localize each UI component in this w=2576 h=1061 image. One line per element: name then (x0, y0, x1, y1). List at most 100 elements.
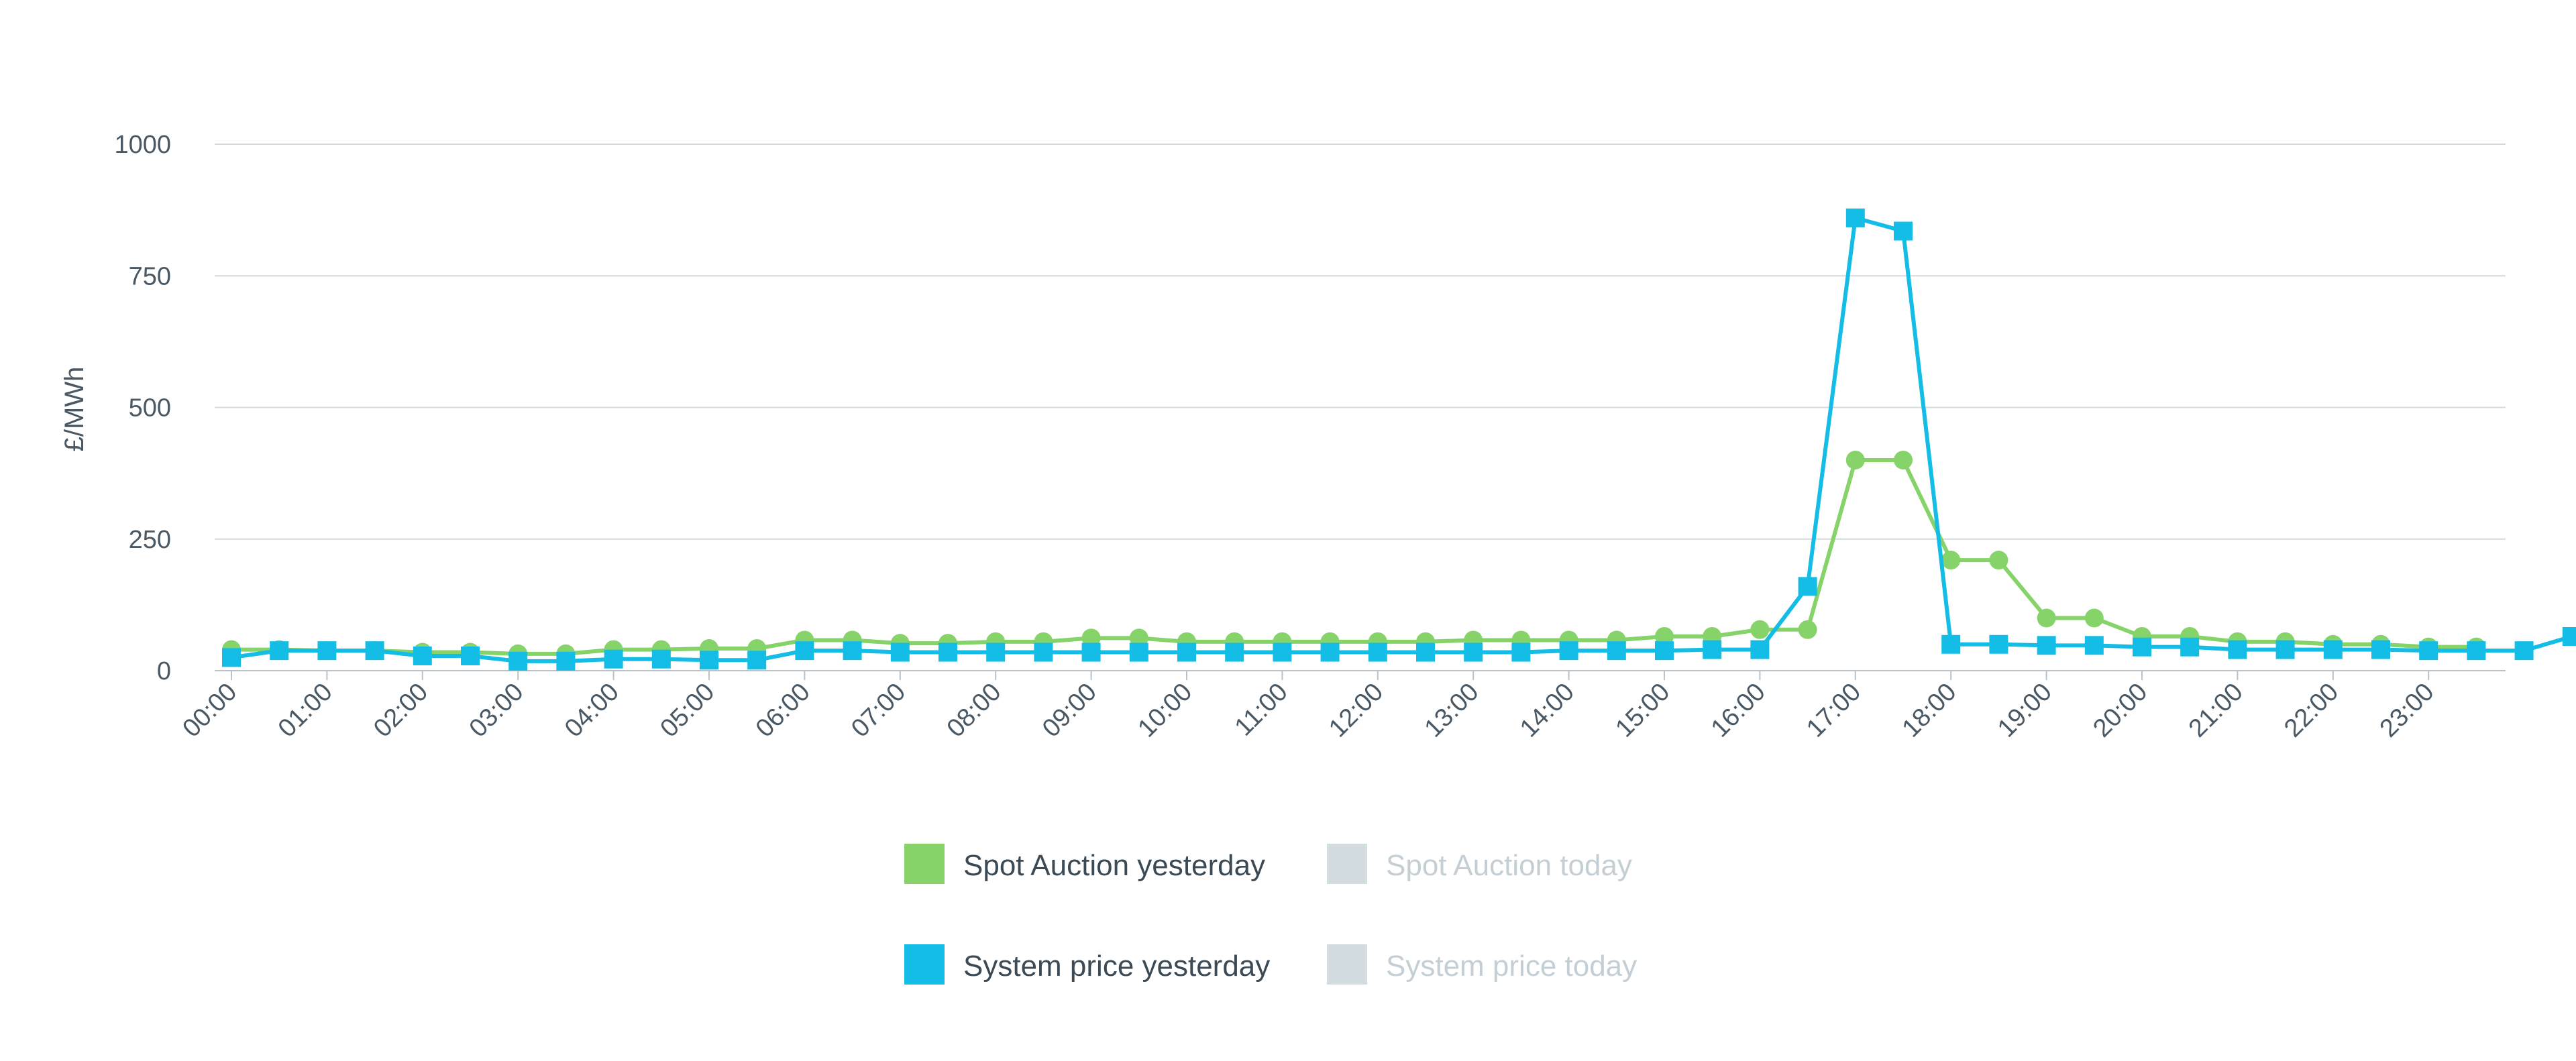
data-point[interactable] (1845, 208, 1865, 227)
series-line (231, 458, 2477, 656)
legend-item-system-price-yesterday[interactable]: System price yesterday (904, 944, 1270, 985)
x-tick-label: 02:00 (368, 678, 433, 743)
data-point[interactable] (1989, 634, 2008, 654)
data-point[interactable] (270, 641, 289, 661)
grid-lines (215, 144, 2506, 671)
data-point[interactable] (1177, 643, 1196, 662)
data-point[interactable] (2514, 641, 2534, 661)
data-point[interactable] (2037, 608, 2056, 628)
data-point[interactable] (2419, 641, 2438, 661)
x-tick-label: 11:00 (1230, 678, 1293, 742)
x-tick-label: 07:00 (846, 678, 911, 743)
series-spot-auction-yesterday (222, 451, 2486, 663)
data-point[interactable] (413, 647, 432, 666)
data-point[interactable] (1081, 643, 1101, 662)
data-point[interactable] (461, 647, 480, 666)
x-tick-label: 17:00 (1801, 678, 1866, 743)
data-point[interactable] (1750, 620, 1770, 639)
y-tick-label: 500 (129, 394, 171, 423)
x-tick-label: 15:00 (1610, 678, 1675, 743)
data-point[interactable] (2323, 640, 2343, 659)
data-point[interactable] (1225, 643, 1244, 662)
legend-label: Spot Auction yesterday (963, 849, 1265, 882)
data-point[interactable] (2562, 626, 2576, 646)
data-point[interactable] (1368, 643, 1387, 662)
data-point[interactable] (2037, 636, 2056, 655)
data-point[interactable] (795, 641, 814, 661)
data-point[interactable] (2180, 637, 2200, 657)
data-point[interactable] (317, 641, 337, 661)
x-tick-label: 00:00 (177, 678, 242, 743)
legend-swatch (904, 844, 945, 884)
legend-item-spot-auction-yesterday[interactable]: Spot Auction yesterday (904, 844, 1265, 884)
data-point[interactable] (651, 649, 671, 669)
x-tick-label: 23:00 (2375, 678, 2440, 743)
x-tick-label: 05:00 (655, 678, 720, 743)
data-point[interactable] (1511, 643, 1531, 662)
data-point[interactable] (938, 643, 957, 662)
x-tick-label: 09:00 (1037, 678, 1102, 743)
data-point[interactable] (700, 651, 718, 670)
data-point[interactable] (1416, 643, 1435, 662)
legend-swatch (904, 944, 945, 985)
data-point[interactable] (1750, 640, 1770, 659)
data-point[interactable] (556, 651, 576, 671)
y-tick-label: 750 (129, 262, 171, 290)
data-point[interactable] (890, 643, 910, 662)
x-tick-label: 01:00 (273, 678, 338, 743)
data-point[interactable] (508, 651, 528, 671)
x-tick-label: 14:00 (1515, 678, 1580, 743)
data-point[interactable] (365, 641, 384, 661)
data-point[interactable] (1845, 451, 1865, 469)
legend-item-spot-auction-today[interactable]: Spot Auction today (1327, 844, 1632, 884)
data-point[interactable] (1464, 643, 1483, 662)
data-point[interactable] (1655, 626, 1674, 646)
data-point[interactable] (2133, 637, 2151, 657)
x-tick-label: 08:00 (942, 678, 1007, 743)
data-point[interactable] (1941, 634, 1961, 654)
x-tick-label: 21:00 (2184, 678, 2249, 743)
data-point[interactable] (1607, 641, 1626, 661)
series-system-price-yesterday (222, 208, 2576, 671)
data-point[interactable] (1655, 641, 1674, 661)
data-point[interactable] (2084, 636, 2104, 655)
data-point[interactable] (2228, 640, 2247, 659)
data-point[interactable] (2371, 640, 2390, 659)
series-line (231, 215, 2573, 663)
data-point[interactable] (1081, 628, 1101, 648)
data-point[interactable] (1129, 628, 1148, 648)
x-tick-label: 20:00 (2088, 678, 2153, 743)
data-point[interactable] (2084, 608, 2104, 628)
data-point[interactable] (1941, 551, 1961, 570)
data-point[interactable] (1034, 643, 1053, 662)
data-point[interactable] (222, 648, 241, 667)
data-point[interactable] (2467, 641, 2486, 661)
legend-label: System price today (1386, 950, 1637, 983)
data-point[interactable] (843, 641, 862, 661)
legend-item-system-price-today[interactable]: System price today (1327, 944, 1637, 985)
data-point[interactable] (604, 649, 623, 669)
legend[interactable]: Spot Auction yesterday Spot Auction today… (904, 844, 1637, 985)
y-tick-label: 1000 (114, 131, 171, 159)
data-point[interactable] (2275, 640, 2295, 659)
data-point[interactable] (1894, 221, 1913, 241)
data-point[interactable] (1559, 641, 1578, 661)
data-point[interactable] (1703, 640, 1722, 659)
data-point[interactable] (1798, 577, 1817, 596)
data-point[interactable] (986, 643, 1006, 662)
data-point[interactable] (1129, 643, 1148, 662)
x-tick-label: 06:00 (751, 678, 816, 743)
data-point[interactable] (1320, 643, 1340, 662)
data-point[interactable] (1273, 643, 1292, 662)
x-tick-label: 10:00 (1132, 678, 1197, 743)
data-point[interactable] (747, 651, 767, 670)
data-point[interactable] (1989, 551, 2008, 570)
legend-swatch (1327, 844, 1367, 884)
y-axis-ticks: 0 250 500 750 1000 (114, 131, 171, 685)
y-tick-label: 0 (157, 657, 171, 685)
x-tick-label: 22:00 (2279, 678, 2344, 743)
data-point[interactable] (1894, 451, 1913, 469)
series-layer (222, 208, 2576, 671)
data-point[interactable] (1798, 620, 1817, 639)
